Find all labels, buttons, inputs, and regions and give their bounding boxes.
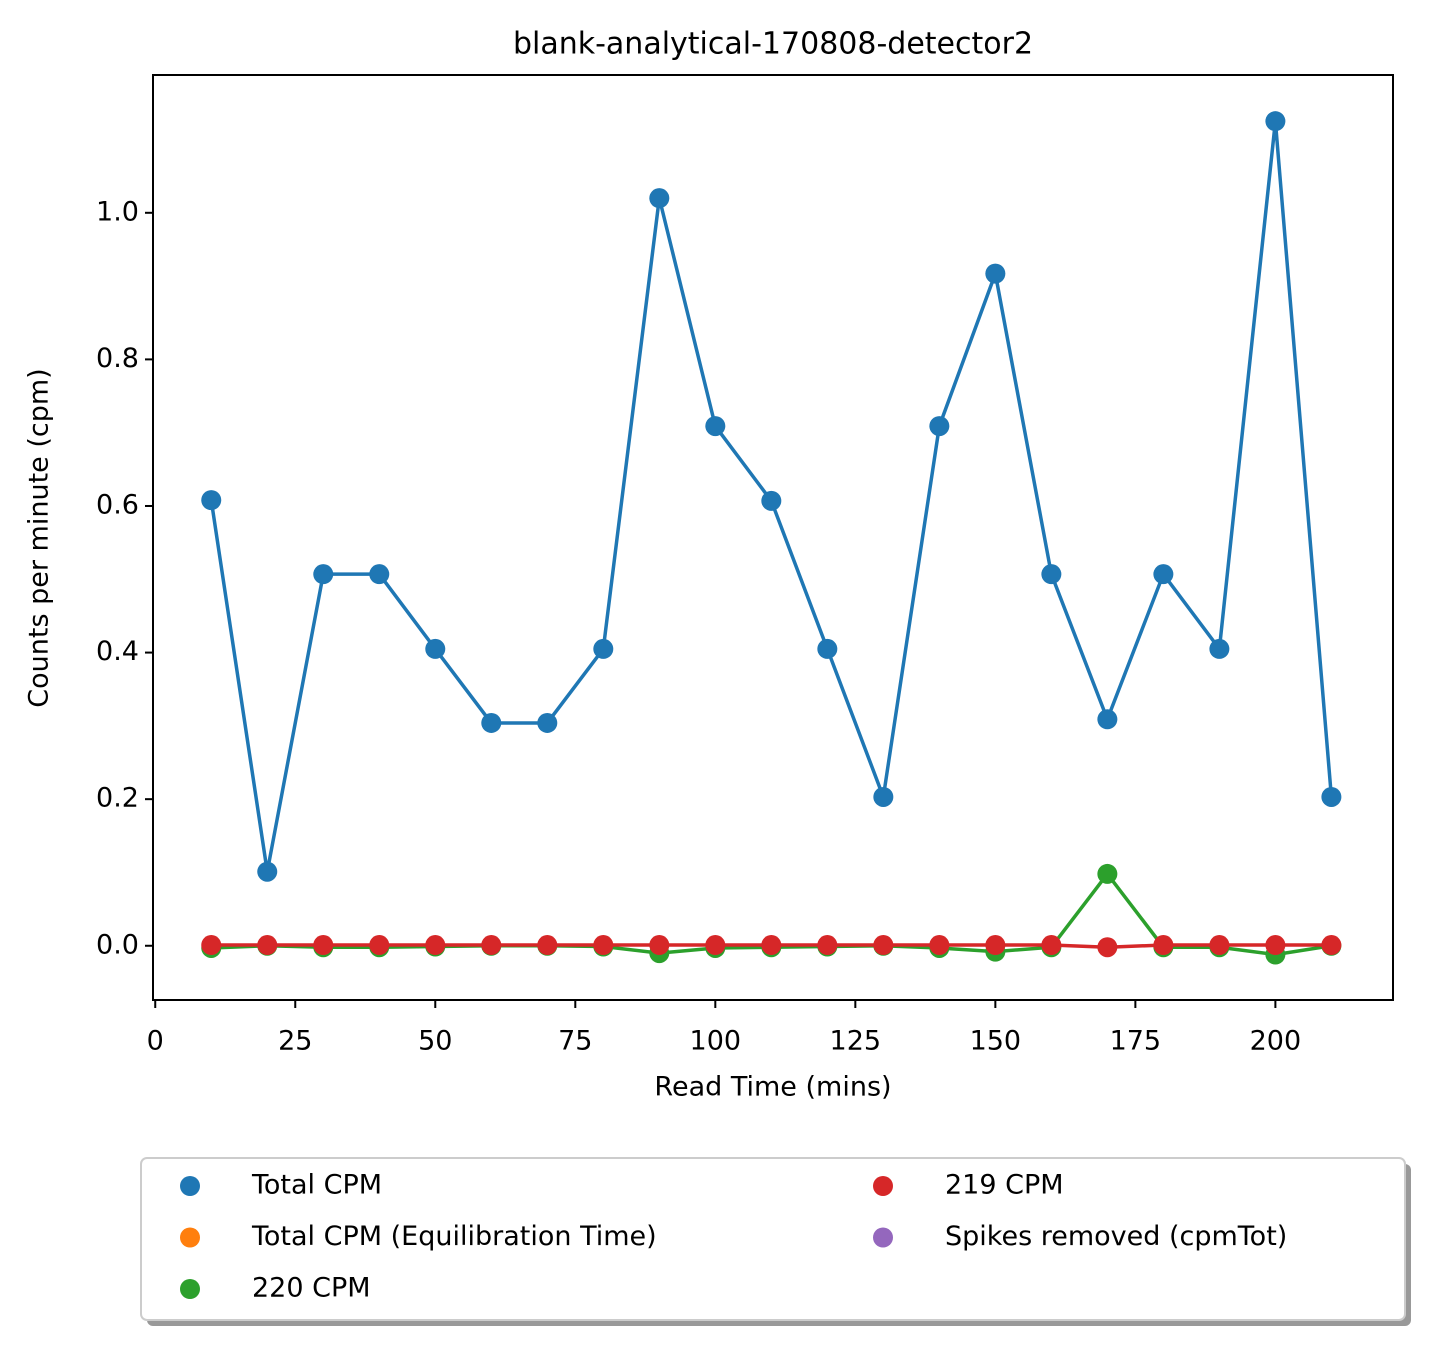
legend-marker (873, 1176, 893, 1196)
data-point (1209, 935, 1230, 956)
data-point (537, 712, 558, 733)
x-tick-label: 175 (1110, 1026, 1162, 1057)
plot-frame (152, 74, 1394, 1001)
data-point (1097, 709, 1118, 730)
x-tick-label: 50 (418, 1026, 452, 1057)
data-point (817, 638, 838, 659)
data-point (761, 490, 782, 511)
y-tick-label: 0.0 (96, 929, 139, 960)
y-tick-label: 0.4 (96, 636, 139, 667)
data-point (705, 416, 726, 437)
data-point (1097, 937, 1118, 958)
data-point (1265, 111, 1286, 132)
data-point (1041, 564, 1062, 585)
data-point (929, 935, 950, 956)
data-point (593, 935, 614, 956)
data-point (1097, 863, 1118, 884)
x-tick-label: 100 (690, 1026, 742, 1057)
legend-marker (180, 1176, 200, 1196)
data-point (201, 935, 222, 956)
data-point (369, 564, 390, 585)
y-tick-label: 0.2 (96, 783, 139, 814)
x-tick-label: 150 (970, 1026, 1022, 1057)
data-point (313, 564, 334, 585)
data-point (985, 935, 1006, 956)
legend (140, 1157, 1406, 1321)
data-point (985, 263, 1006, 284)
legend-label: 219 CPM (945, 1170, 1064, 1201)
data-point (425, 935, 446, 956)
data-point (425, 638, 446, 659)
data-point (481, 712, 502, 733)
data-point (705, 935, 726, 956)
data-point (1321, 935, 1342, 956)
data-point (537, 935, 558, 956)
data-point (817, 935, 838, 956)
legend-marker (180, 1279, 200, 1299)
legend-marker (180, 1227, 200, 1248)
x-tick-label: 25 (278, 1026, 312, 1057)
data-point (481, 935, 502, 956)
y-tick-label: 0.6 (96, 489, 139, 520)
data-point (313, 935, 334, 956)
data-point (929, 416, 950, 437)
data-point (1265, 935, 1286, 956)
data-point (1321, 786, 1342, 807)
x-tick-label: 125 (830, 1026, 882, 1057)
data-point (1153, 935, 1174, 956)
legend-marker (873, 1227, 893, 1248)
data-point (761, 935, 782, 956)
data-point (593, 638, 614, 659)
x-tick-label: 0 (147, 1026, 164, 1057)
data-point (257, 861, 278, 882)
x-tick-label: 75 (558, 1026, 592, 1057)
data-point (201, 490, 222, 511)
y-axis-label: Counts per minute (cpm) (24, 368, 55, 707)
legend-label: Total CPM (251, 1170, 382, 1201)
legend-label: Total CPM (Equilibration Time) (251, 1221, 657, 1252)
y-tick-label: 0.8 (96, 343, 139, 374)
legend-label: 220 CPM (252, 1273, 371, 1304)
y-tick-label: 1.0 (96, 196, 139, 227)
data-point (1153, 564, 1174, 585)
data-point (257, 935, 278, 956)
data-point (873, 935, 894, 956)
x-tick-label: 200 (1250, 1026, 1302, 1057)
x-axis-label: Read Time (mins) (654, 1072, 891, 1103)
data-point (1209, 638, 1230, 659)
chart-title: blank-analytical-170808-detector2 (513, 27, 1033, 62)
data-point (369, 935, 390, 956)
data-point (649, 188, 670, 209)
data-point (1041, 935, 1062, 956)
data-point (873, 786, 894, 807)
data-point (649, 935, 670, 956)
legend-label: Spikes removed (cpmTot) (945, 1221, 1287, 1252)
